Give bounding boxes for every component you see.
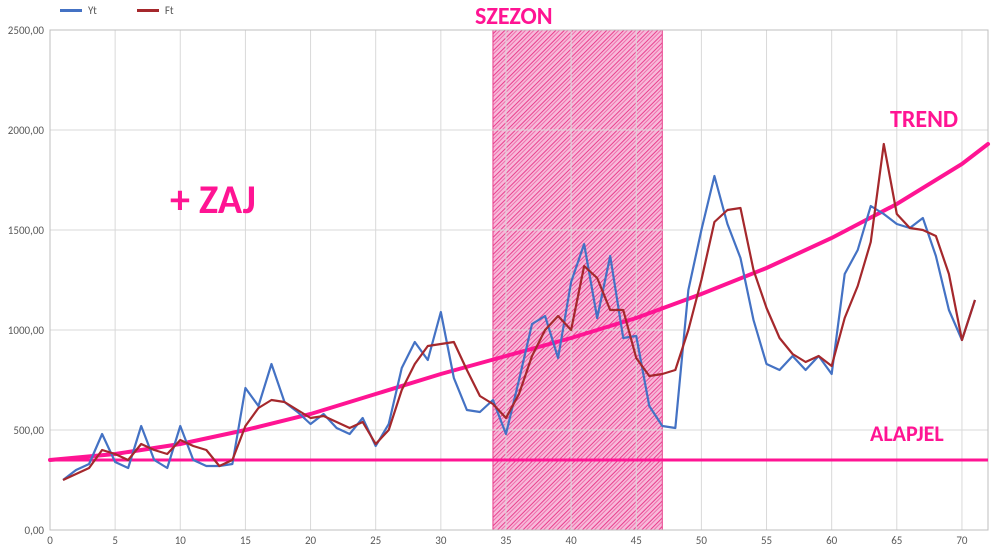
svg-text:60: 60 (826, 534, 838, 547)
svg-text:2500,00: 2500,00 (8, 24, 45, 37)
svg-text:5: 5 (112, 534, 118, 547)
svg-text:55: 55 (761, 534, 772, 547)
svg-text:500,00: 500,00 (13, 424, 44, 437)
svg-text:1500,00: 1500,00 (8, 224, 45, 237)
svg-text:45: 45 (631, 534, 642, 547)
svg-text:10: 10 (175, 534, 187, 547)
svg-text:65: 65 (891, 534, 902, 547)
svg-text:15: 15 (240, 534, 251, 547)
svg-text:35: 35 (500, 534, 511, 547)
svg-text:50: 50 (696, 534, 708, 547)
svg-text:70: 70 (956, 534, 968, 547)
svg-text:0: 0 (47, 534, 53, 547)
annotation-zaj: + ZAJ (170, 175, 256, 224)
annotation-trend: TREND (890, 105, 958, 134)
annotation-szezon: SZEZON (475, 2, 553, 31)
annotation-alapjel: ALAPJEL (870, 420, 944, 447)
svg-text:1000,00: 1000,00 (8, 324, 45, 337)
time-series-chart: Yt Ft 0,00500,001000,001500,002000,00250… (0, 0, 994, 551)
svg-text:30: 30 (435, 534, 447, 547)
svg-text:0,00: 0,00 (25, 524, 45, 537)
svg-text:2000,00: 2000,00 (8, 124, 45, 137)
chart-svg: 0,00 500,00 1000,00 1500,00 2000,00 2500,00 0 5… (0, 0, 994, 551)
svg-text:20: 20 (305, 534, 317, 547)
svg-text:25: 25 (370, 534, 381, 547)
svg-text:40: 40 (566, 534, 578, 547)
